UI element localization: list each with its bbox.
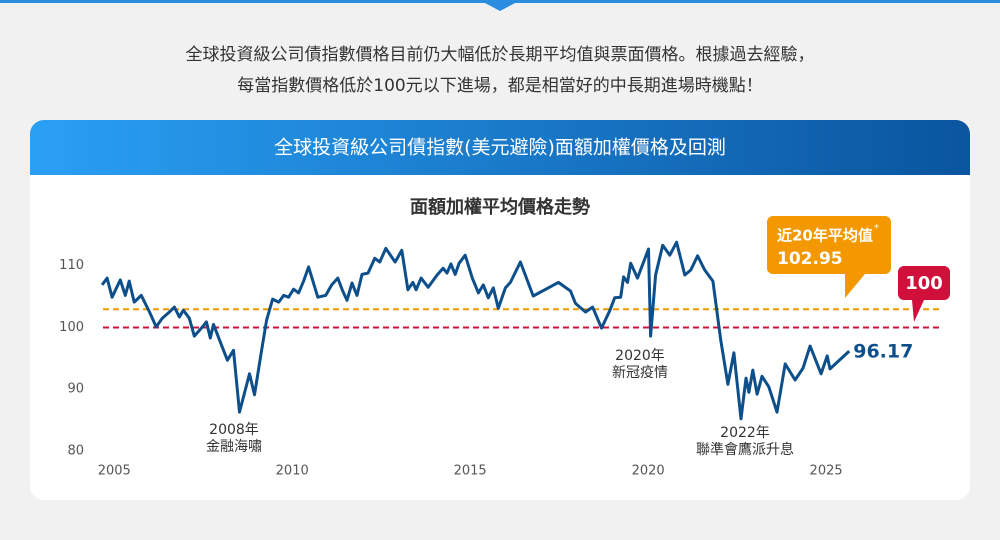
panel-title: 全球投資級公司債指數(美元避險)面額加權價格及回測 (274, 137, 726, 159)
intro-line: 每當指數價格低於100元以下進場，都是相當好的中長期進場時機點！ (237, 76, 762, 96)
x-tick-label: 2010 (276, 464, 309, 479)
x-tick-label: 2020 (632, 464, 665, 479)
y-tick-label: 110 (59, 258, 84, 273)
annotation: 2022年 (720, 425, 770, 441)
top-bar (0, 0, 1000, 3)
intro-line: 全球投資級公司債指數價格目前仍大幅低於長期平均值與票面價格。根據過去經驗， (186, 45, 815, 65)
annotation: 新冠疫情 (612, 365, 668, 381)
price-line (100, 240, 851, 421)
callout-100 (898, 266, 950, 322)
callout-avg-label: 近20年平均值 (777, 227, 873, 245)
y-tick-label: 80 (67, 444, 84, 459)
y-tick-label: 90 (67, 382, 84, 397)
card-header (30, 120, 970, 175)
annotation: 2008年 (209, 422, 259, 438)
callout-footnote: * (874, 223, 879, 234)
annotation: 2020年 (615, 348, 665, 364)
top-notch (485, 3, 515, 11)
chart-title: 面額加權平均價格走勢 (410, 196, 590, 218)
annotation: 金融海嘯 (206, 439, 262, 455)
callout-avg-value: 102.95 (777, 249, 843, 269)
x-tick-label: 2015 (454, 464, 487, 479)
x-tick-label: 2005 (98, 464, 131, 479)
callout-100-value: 100 (905, 273, 943, 294)
end-value-label: 96.17 (853, 341, 913, 363)
callout-avg (767, 216, 891, 298)
plot: 80 90 100 110 2005 2010 2015 2020 2025 96.17 近20年平… (59, 216, 950, 479)
annotation: 聯準會鷹派升息 (696, 441, 794, 458)
y-tick-label: 100 (59, 320, 84, 335)
x-tick-label: 2025 (810, 464, 843, 479)
